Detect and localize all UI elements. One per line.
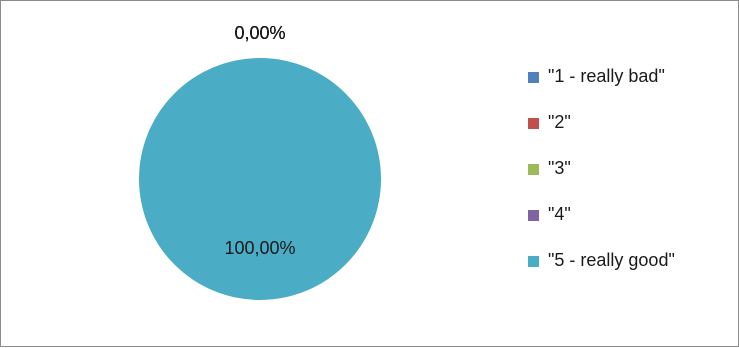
legend-label: "4": [548, 204, 571, 224]
legend-label: "5 - really good": [548, 250, 675, 270]
pie-slice: [139, 58, 381, 300]
legend-swatch: [528, 164, 539, 175]
legend-label: "2": [548, 112, 571, 132]
legend-label: "1 - really bad": [548, 66, 665, 86]
slice-percent-label: 100,00%: [224, 238, 295, 258]
slice-percent-label: 0,00%: [234, 23, 285, 43]
legend-swatch: [528, 118, 539, 129]
slice-percent-label: 0,00%: [234, 23, 285, 43]
slice-percent-label: 0,00%: [234, 23, 285, 43]
legend-swatch: [528, 210, 539, 221]
legend-swatch: [528, 72, 539, 83]
legend-swatch: [528, 256, 539, 267]
legend-label: "3": [548, 158, 571, 178]
slice-percent-label: 0,00%: [234, 23, 285, 43]
